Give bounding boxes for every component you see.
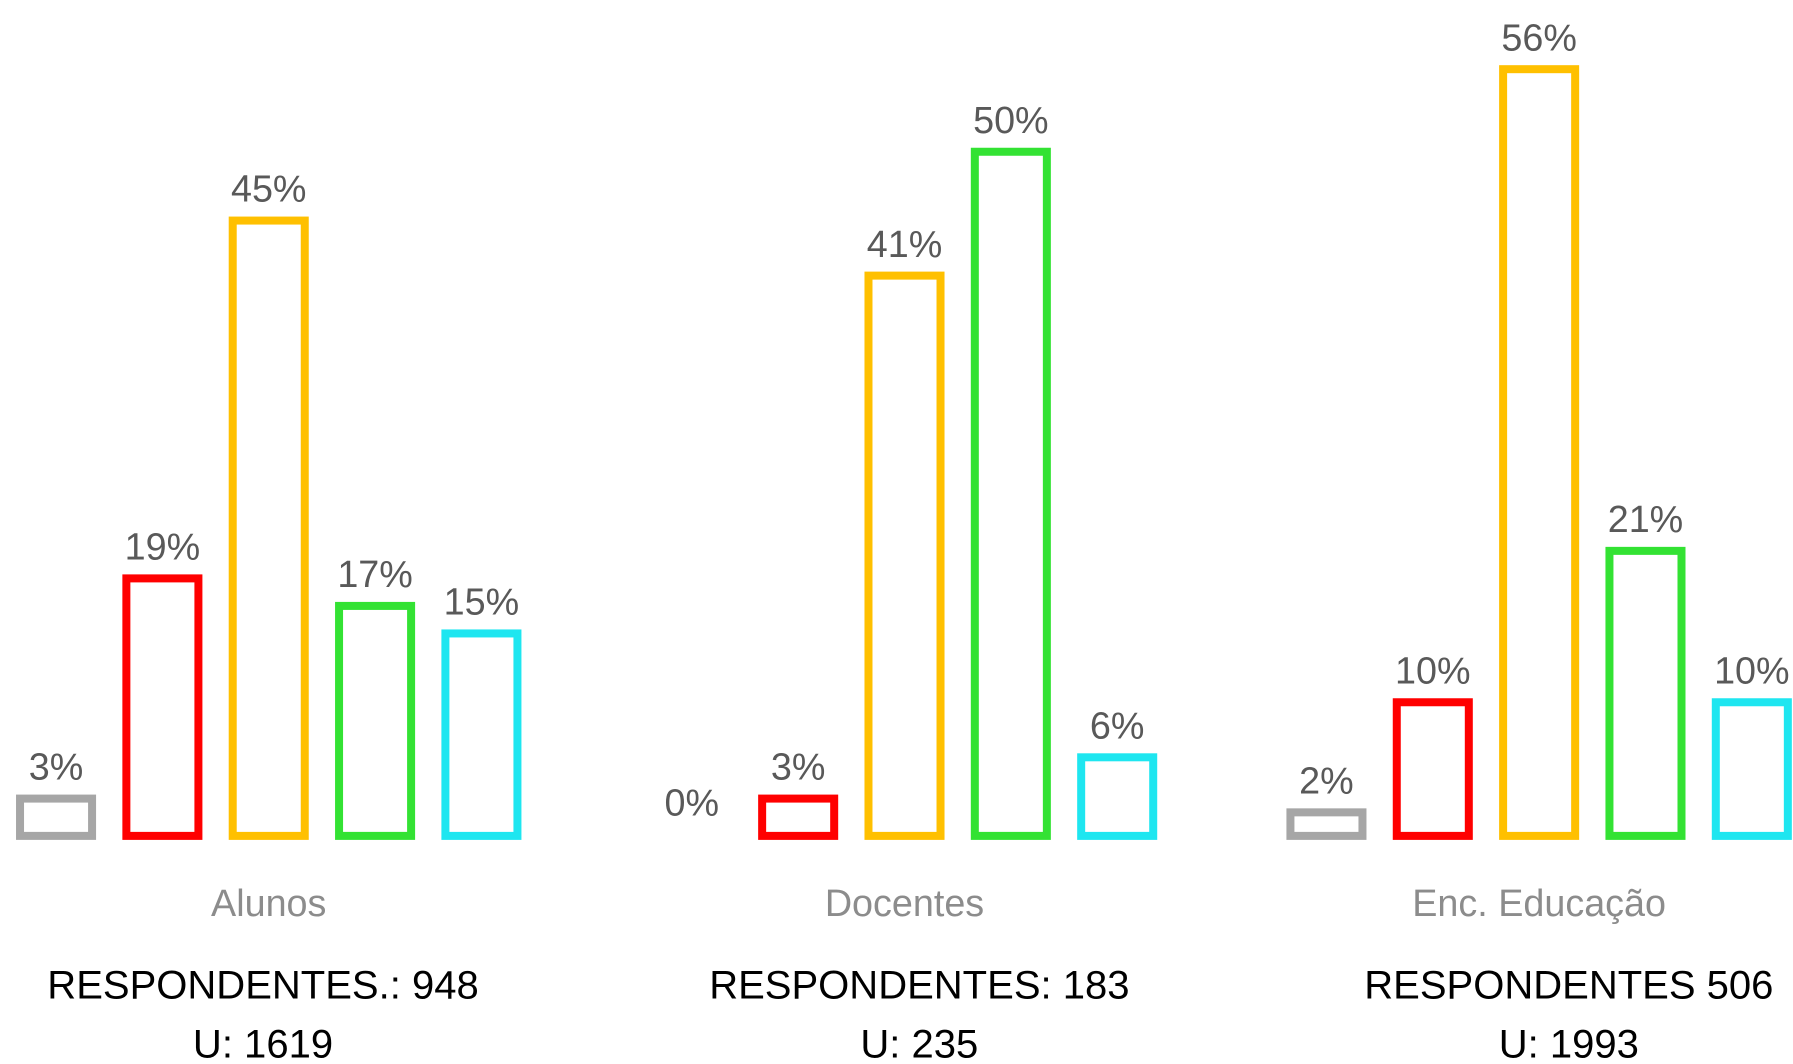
value-label: 41% [867,223,943,265]
category-note: RESPONDENTES: 183 [709,963,1129,1007]
value-label: 0% [665,781,720,823]
value-label: 10% [1395,649,1471,691]
bar [1392,698,1473,840]
value-label: 50% [973,99,1049,141]
value-label: 19% [125,526,201,568]
bar [16,794,97,840]
bar [335,601,416,840]
bar [1499,65,1580,840]
value-label: 56% [1501,16,1576,58]
category-label: Enc. Educação [1412,882,1666,924]
value-label: 45% [231,168,306,210]
category-note: RESPONDENTES.: 948 [47,963,478,1007]
bar [228,216,309,840]
value-label: 17% [337,553,413,595]
category-note: U: 1619 [193,1023,333,1064]
category-note: U: 235 [860,1023,978,1064]
value-label: 15% [444,581,520,623]
category-note: RESPONDENTES 506 [1364,963,1773,1007]
value-label: 6% [1090,704,1145,746]
bar [122,574,203,840]
value-label: 10% [1714,649,1790,691]
bar [1605,546,1686,840]
category-note: U: 1993 [1499,1023,1639,1064]
bar [441,629,522,840]
value-label: 3% [771,746,826,788]
value-label: 2% [1299,759,1354,801]
bar [758,794,839,840]
bar [1077,753,1158,840]
category-label: Alunos [211,882,326,924]
bar [1711,698,1792,840]
category-label: Docentes [825,882,984,924]
bar [1286,808,1367,840]
value-label: 21% [1608,498,1684,540]
bar [970,147,1051,840]
bar [864,271,945,840]
value-label: 3% [29,746,84,788]
